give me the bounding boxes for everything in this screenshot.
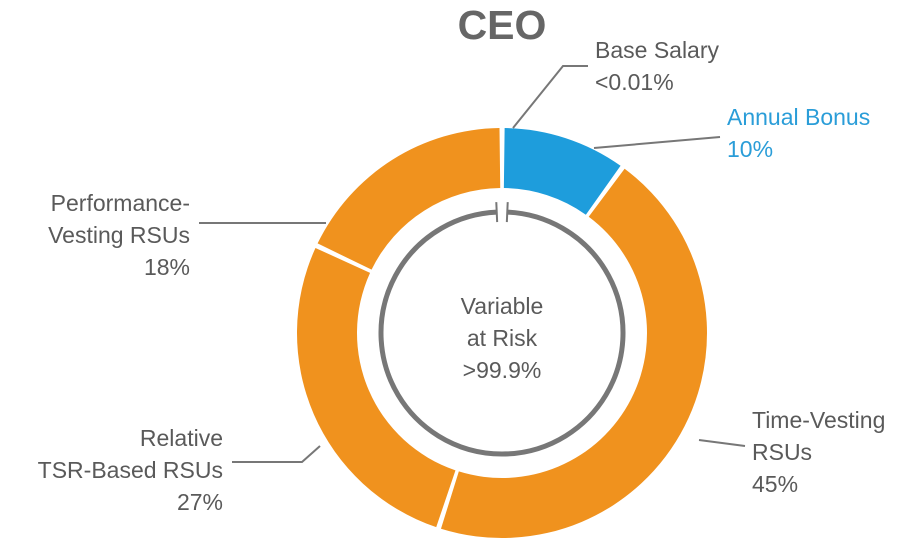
label-time-vesting: Time-Vesting RSUs 45% [752,404,885,500]
center-label-line-1: Variable [460,293,544,319]
label-annual-bonus-value: 10% [727,136,774,162]
label-performance-vesting-name-2: Vesting RSUs [48,222,190,248]
label-base-salary: Base Salary <0.01% [595,34,719,98]
leader-base-salary [512,65,588,129]
inner-ring [378,209,626,457]
center-label: Variable at Risk >99.9% [402,290,602,386]
label-time-vesting-name-2: RSUs [752,439,813,465]
label-relative-tsr-name-1: Relative [139,425,223,451]
slice-performance-vesting-rsus [317,128,501,270]
label-time-vesting-name-1: Time-Vesting [752,407,886,433]
label-performance-vesting-value: 18% [143,254,190,280]
label-relative-tsr-value: 27% [176,489,223,515]
slice-annual-bonus [503,128,621,215]
center-label-line-2: at Risk [466,325,538,351]
label-performance-vesting: Performance- Vesting RSUs 18% [0,187,190,283]
label-base-salary-value: <0.01% [595,69,674,95]
label-performance-vesting-name-1: Performance- [50,190,190,216]
slice-time-vesting-rsus [440,168,708,539]
label-relative-tsr: Relative TSR-Based RSUs 27% [0,422,223,518]
center-label-line-3: >99.9% [462,357,542,383]
leader-time-vesting [698,439,746,447]
inner-ring-break-tick-1 [505,202,509,223]
label-relative-tsr-name-2: TSR-Based RSUs [37,457,223,483]
chart-title: CEO [457,2,547,48]
label-annual-bonus-name: Annual Bonus [727,104,871,130]
slice-relative-tsr-based-rsus [296,247,456,528]
label-time-vesting-value: 45% [752,471,799,497]
inner-ring-break-tick-2 [495,202,499,223]
label-base-salary-name: Base Salary [595,37,720,63]
label-annual-bonus: Annual Bonus 10% [727,101,870,165]
leader-relative-tsr [232,445,321,463]
leader-annual-bonus [593,136,721,149]
